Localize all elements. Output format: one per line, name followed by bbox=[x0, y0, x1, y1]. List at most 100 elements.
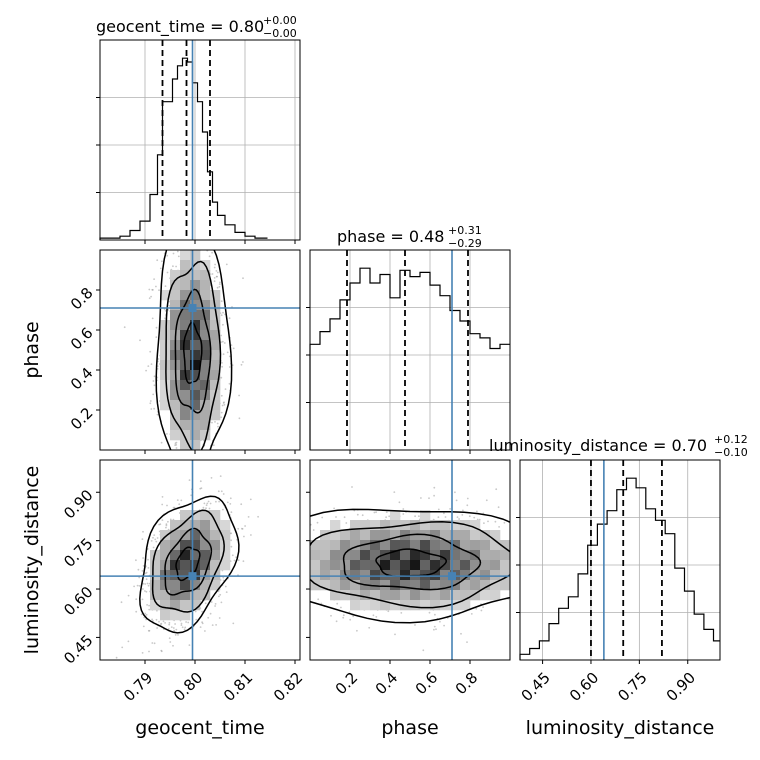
density-phase-vs-luminosity-distance-sample-point bbox=[317, 598, 320, 601]
density-geocent-time-vs-luminosity-distance-sample-point bbox=[200, 487, 203, 490]
density-geocent-time-vs-luminosity-distance-sample-point bbox=[237, 527, 240, 530]
density-phase-vs-luminosity-distance-density-cell bbox=[410, 590, 421, 601]
density-geocent-time-vs-luminosity-distance-density-cell bbox=[200, 510, 211, 521]
density-phase-vs-luminosity-distance-sample-point bbox=[503, 521, 506, 524]
density-phase-vs-luminosity-distance-density-cell bbox=[440, 550, 451, 561]
ytick-label-phase: 0.6 bbox=[67, 324, 97, 354]
density-phase-vs-luminosity-distance-sample-point bbox=[335, 516, 337, 518]
density-phase-vs-luminosity-distance-density-cell bbox=[310, 550, 321, 561]
density-geocent-time-vs-luminosity-distance-sample-point bbox=[172, 506, 175, 509]
density-phase-vs-luminosity-distance-sample-point bbox=[342, 614, 345, 617]
density-geocent-time-vs-phase-sample-point bbox=[228, 355, 231, 358]
density-geocent-time-vs-phase-density-cell bbox=[170, 270, 181, 281]
density-geocent-time-vs-luminosity-distance-sample-point bbox=[220, 490, 223, 493]
density-phase-vs-luminosity-distance-density-cell bbox=[450, 550, 461, 561]
density-geocent-time-vs-phase-truth-marker bbox=[188, 304, 197, 312]
density-phase-vs-luminosity-distance-density-cell bbox=[420, 540, 431, 551]
density-phase-vs-luminosity-distance-density-cell bbox=[320, 570, 331, 581]
density-geocent-time-vs-phase-sample-point bbox=[211, 251, 214, 254]
title-luminosity-distance: luminosity_distance = 0.70 bbox=[489, 436, 707, 456]
density-geocent-time-vs-luminosity-distance-sample-point bbox=[218, 500, 221, 503]
density-geocent-time-vs-phase-sample-point bbox=[152, 393, 155, 396]
density-geocent-time-vs-phase-density-cell bbox=[160, 400, 171, 411]
density-geocent-time-vs-luminosity-distance-sample-point bbox=[220, 601, 223, 604]
density-phase-vs-luminosity-distance-density-cell bbox=[420, 590, 431, 601]
density-geocent-time-vs-luminosity-distance-sample-point bbox=[161, 503, 164, 506]
density-geocent-time-vs-luminosity-distance-sample-point bbox=[226, 501, 229, 504]
density-geocent-time-vs-luminosity-distance-sample-point bbox=[243, 535, 245, 538]
density-phase-vs-luminosity-distance-density-cell bbox=[420, 600, 431, 611]
density-geocent-time-vs-luminosity-distance-sample-point bbox=[235, 556, 238, 559]
density-geocent-time-vs-luminosity-distance-sample-point bbox=[142, 565, 145, 567]
density-phase-vs-luminosity-distance-density-cell bbox=[460, 590, 471, 601]
density-phase-vs-luminosity-distance-sample-point bbox=[402, 508, 405, 510]
density-geocent-time-vs-phase-density-cell bbox=[180, 320, 191, 331]
density-geocent-time-vs-phase-density-cell bbox=[200, 310, 211, 321]
density-geocent-time-vs-phase-density-cell bbox=[170, 400, 181, 411]
ylabel-luminosity-distance: luminosity_distance bbox=[21, 466, 43, 655]
density-phase-vs-luminosity-distance-sample-point bbox=[345, 522, 348, 524]
density-geocent-time-vs-phase-contour bbox=[182, 321, 203, 384]
density-geocent-time-vs-phase-density-cell bbox=[210, 400, 221, 411]
density-phase-vs-luminosity-distance-density-cell bbox=[420, 520, 431, 531]
density-geocent-time-vs-luminosity-distance-density-cell bbox=[170, 570, 181, 581]
density-geocent-time-vs-luminosity-distance-sample-point bbox=[170, 626, 173, 628]
density-geocent-time-vs-phase-sample-point bbox=[220, 300, 223, 303]
density-geocent-time-vs-phase-density-cell bbox=[210, 310, 221, 321]
xtick-label-geocent-time: 0.82 bbox=[270, 669, 306, 705]
density-phase-vs-luminosity-distance-density-cell bbox=[350, 520, 361, 531]
density-phase-vs-luminosity-distance-density-cell bbox=[390, 510, 401, 521]
density-geocent-time-vs-phase-density-cell bbox=[170, 320, 181, 331]
density-geocent-time-vs-luminosity-distance-density-cell bbox=[150, 590, 161, 601]
density-geocent-time-vs-luminosity-distance-sample-point bbox=[169, 641, 172, 643]
density-geocent-time-vs-luminosity-distance-sample-point bbox=[183, 628, 186, 631]
density-geocent-time-vs-luminosity-distance-sample-point bbox=[140, 613, 143, 616]
density-geocent-time-vs-luminosity-distance-sample-point bbox=[174, 623, 177, 625]
density-geocent-time-vs-phase-sample-point bbox=[164, 317, 167, 320]
xtick-label-luminosity-distance: 0.60 bbox=[566, 669, 602, 705]
density-geocent-time-vs-luminosity-distance-density-cell bbox=[220, 550, 231, 561]
title-geocent-time-minus: −0.00 bbox=[263, 27, 297, 40]
density-geocent-time-vs-luminosity-distance-sample-point bbox=[160, 623, 162, 626]
density-phase-vs-luminosity-distance-sample-point bbox=[466, 497, 469, 500]
density-geocent-time-vs-phase-sample-point bbox=[176, 250, 179, 253]
density-phase-vs-luminosity-distance-density-cell bbox=[350, 580, 361, 591]
density-phase-vs-luminosity-distance-density-cell bbox=[440, 560, 451, 571]
hist-luminosity-distance-frame bbox=[519, 459, 721, 661]
density-phase-vs-luminosity-distance-density-cell bbox=[500, 570, 510, 581]
density-geocent-time-vs-luminosity-distance-density-cell bbox=[180, 600, 191, 611]
density-geocent-time-vs-luminosity-distance-sample-point bbox=[156, 627, 159, 629]
density-phase-vs-luminosity-distance-sample-point bbox=[497, 506, 500, 509]
density-phase-vs-luminosity-distance-sample-point bbox=[461, 514, 464, 516]
density-phase-vs-luminosity-distance-sample-point bbox=[434, 613, 436, 616]
density-geocent-time-vs-phase-density-cell bbox=[200, 430, 211, 441]
density-geocent-time-vs-luminosity-distance-sample-point bbox=[218, 617, 221, 619]
density-geocent-time-vs-luminosity-distance-sample-point bbox=[209, 502, 212, 505]
density-geocent-time-vs-phase-sample-point bbox=[232, 347, 235, 350]
density-geocent-time-vs-phase-sample-point bbox=[156, 413, 159, 416]
density-phase-vs-luminosity-distance-sample-point bbox=[456, 516, 459, 518]
density-geocent-time-vs-phase-density-cell bbox=[160, 320, 171, 331]
density-geocent-time-vs-luminosity-distance-sample-point bbox=[147, 567, 150, 569]
density-geocent-time-vs-phase-sample-point bbox=[160, 441, 163, 444]
density-geocent-time-vs-luminosity-distance-sample-point bbox=[141, 652, 144, 654]
density-geocent-time-vs-phase-density-cell bbox=[170, 410, 181, 421]
density-phase-vs-luminosity-distance-sample-point bbox=[439, 620, 441, 623]
density-geocent-time-vs-luminosity-distance-sample-point bbox=[135, 610, 138, 613]
density-geocent-time-vs-luminosity-distance-sample-point bbox=[184, 626, 187, 629]
density-geocent-time-vs-luminosity-distance-density-cell bbox=[170, 530, 181, 541]
density-geocent-time-vs-phase-sample-point bbox=[221, 365, 224, 368]
density-geocent-time-vs-phase-density-cell bbox=[180, 310, 191, 321]
density-geocent-time-vs-phase-density-cell bbox=[190, 410, 201, 421]
density-geocent-time-vs-phase-sample-point bbox=[211, 273, 214, 275]
density-phase-vs-luminosity-distance-density-cell bbox=[480, 580, 491, 591]
density-geocent-time-vs-phase-sample-point bbox=[155, 326, 158, 329]
density-phase-vs-luminosity-distance-sample-point bbox=[372, 614, 375, 617]
density-geocent-time-vs-phase-sample-point bbox=[214, 263, 217, 266]
density-phase-vs-luminosity-distance-sample-point bbox=[373, 511, 376, 514]
density-geocent-time-vs-phase-density-cell bbox=[180, 390, 191, 401]
density-phase-vs-luminosity-distance-density-cell bbox=[470, 540, 481, 551]
density-phase-vs-luminosity-distance-sample-point bbox=[468, 515, 471, 518]
density-phase-vs-luminosity-distance-density-cell bbox=[390, 520, 401, 531]
density-phase-vs-luminosity-distance-density-cell bbox=[500, 540, 510, 551]
